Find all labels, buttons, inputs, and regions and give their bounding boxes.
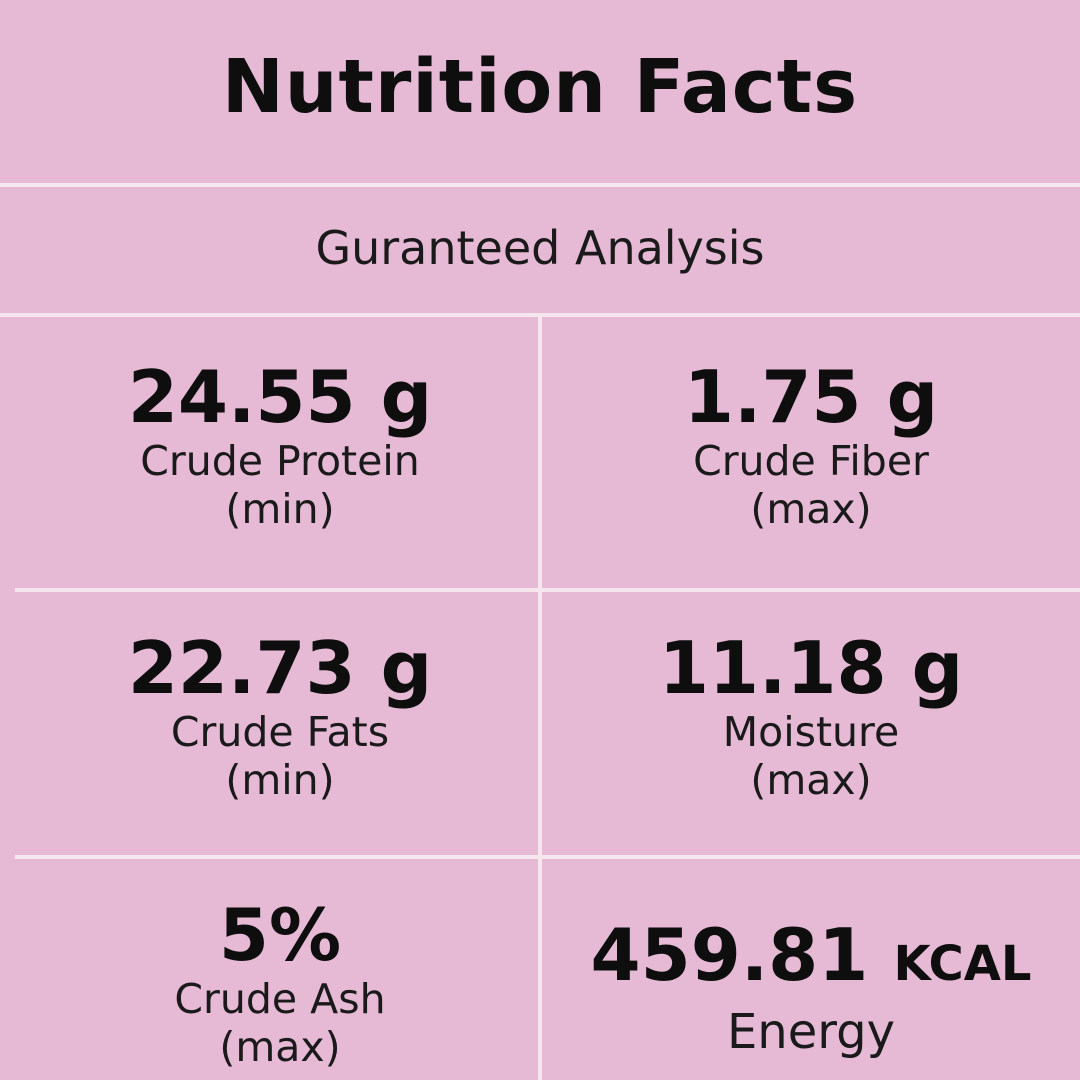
nutrient-qualifier: (min) <box>225 485 335 533</box>
nutrient-qualifier: (min) <box>225 756 335 804</box>
nutrient-value: 459.81 <box>590 913 869 997</box>
energy-value-line: 459.81 KCAL <box>542 915 1080 1004</box>
grid-row-divider-1 <box>15 588 1080 592</box>
nutrient-qualifier: (max) <box>219 1023 341 1071</box>
section-subtitle: Guranteed Analysis <box>315 221 765 275</box>
nutrient-value: 1.75 g <box>683 355 939 439</box>
nutrient-value: 11.18 g <box>658 626 964 710</box>
nutrient-cell-fiber: 1.75 g Crude Fiber (max) <box>542 357 1080 533</box>
nutrient-value: 22.73 g <box>127 626 433 710</box>
nutrient-label: Crude Ash <box>174 975 386 1023</box>
divider-under-subtitle <box>0 313 1080 317</box>
nutrient-unit: KCAL <box>893 936 1032 992</box>
nutrient-label: Energy <box>726 1004 896 1060</box>
nutrient-label: Crude Protein <box>140 437 420 485</box>
nutrient-value: 24.55 g <box>127 355 433 439</box>
nutrient-cell-moisture: 11.18 g Moisture (max) <box>542 628 1080 804</box>
grid-row-divider-2 <box>15 855 1080 859</box>
nutrient-cell-protein: 24.55 g Crude Protein (min) <box>20 357 540 533</box>
nutrient-value: 5% <box>218 893 342 977</box>
page-title: Nutrition Facts <box>221 44 859 130</box>
nutrient-cell-ash: 5% Crude Ash (max) <box>20 895 540 1071</box>
nutrient-cell-energy: 459.81 KCAL Energy <box>542 915 1080 1060</box>
nutrient-label: Crude Fiber <box>693 437 929 485</box>
nutrient-label: Crude Fats <box>170 708 390 756</box>
nutrient-qualifier: (max) <box>750 756 872 804</box>
nutrient-label: Moisture <box>722 708 900 756</box>
divider-under-title <box>0 183 1080 187</box>
nutrient-qualifier: (max) <box>750 485 872 533</box>
grid-column-divider <box>538 317 542 1080</box>
nutrient-cell-fats: 22.73 g Crude Fats (min) <box>20 628 540 804</box>
